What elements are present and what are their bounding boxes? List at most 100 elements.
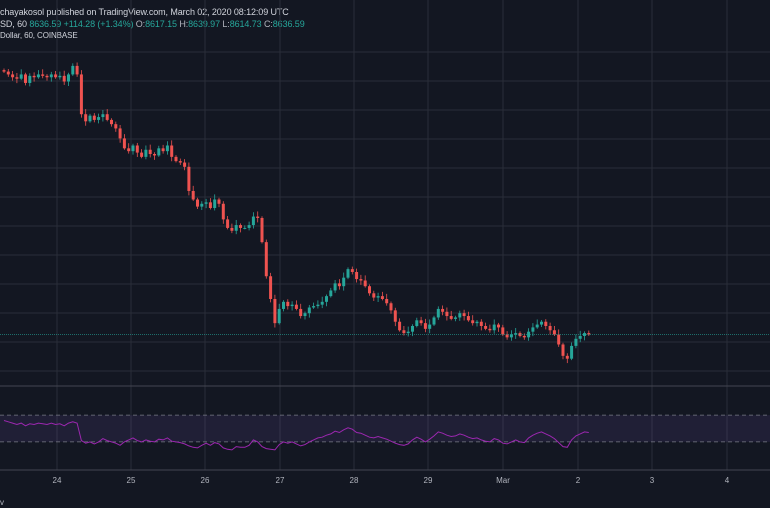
candle-body <box>570 345 574 359</box>
candle-body <box>458 313 462 318</box>
candle-body <box>58 75 62 78</box>
candle-body <box>84 114 88 122</box>
candle-body <box>402 330 406 334</box>
candle-body <box>127 148 131 152</box>
candle-body <box>118 128 122 139</box>
time-tick-label: 3 <box>650 476 655 485</box>
candle-body <box>174 156 178 162</box>
time-tick-label: 28 <box>350 476 359 485</box>
candle-body <box>183 162 187 167</box>
candle-body <box>363 280 367 287</box>
candle-body <box>329 290 333 297</box>
candle-body <box>19 74 23 79</box>
candle-body <box>350 269 354 272</box>
candle-body <box>355 271 359 280</box>
candle-body <box>110 119 113 125</box>
candle-body <box>36 74 40 78</box>
candle-body <box>423 323 427 329</box>
candle-body <box>54 74 58 78</box>
ohlc-line: SD, 60 8636.59 +114.28 (+1.34%) O:8617.1… <box>0 19 305 29</box>
candle-body <box>376 296 380 298</box>
close-label: C: <box>263 19 273 29</box>
candle-body <box>135 145 139 153</box>
candle-body <box>372 293 376 298</box>
candle-body <box>67 74 70 82</box>
candle-body <box>92 115 96 120</box>
candle-body <box>148 149 152 155</box>
candle-body <box>256 216 260 218</box>
candle-body <box>105 114 109 120</box>
candle-body <box>153 154 156 156</box>
candle-body <box>449 316 453 319</box>
candle-body <box>71 65 75 75</box>
candle-body <box>196 199 199 207</box>
low-value: 8614.73 <box>229 19 262 29</box>
candle-body <box>264 242 268 277</box>
candle-body <box>247 225 251 228</box>
time-tick-label: 27 <box>276 476 285 485</box>
time-tick-label: 26 <box>201 476 210 485</box>
candle-body <box>97 117 101 120</box>
candle-body <box>540 321 543 325</box>
candle-body <box>28 75 32 83</box>
candle-body <box>505 334 509 338</box>
candle-body <box>565 355 569 359</box>
candle-body <box>333 283 337 291</box>
candle-body <box>45 75 49 78</box>
candle-body <box>466 316 470 321</box>
instrument-info: Dollar, 60, COINBASE <box>0 31 78 40</box>
high-label: H: <box>179 19 189 29</box>
candle-body <box>471 320 475 324</box>
candle-body <box>299 308 303 317</box>
time-tick-label: 4 <box>725 476 730 485</box>
candle-body <box>312 306 316 308</box>
candle-body <box>204 202 208 204</box>
candle-body <box>88 115 92 122</box>
high-value: 8639.97 <box>188 19 220 29</box>
candle-body <box>303 313 307 317</box>
candle-body <box>213 199 217 209</box>
candle-body <box>243 227 247 229</box>
time-tick-label: Mar <box>496 476 510 485</box>
candle-body <box>187 166 191 191</box>
rsi-line <box>3 420 589 451</box>
candle-body <box>140 152 144 157</box>
candle-body <box>32 75 36 78</box>
price-change: +114.28 (+1.34%) <box>63 19 134 29</box>
candle-body <box>501 327 505 335</box>
time-axis: 24 25 26 27 28 29 Mar 2 3 4 <box>53 476 730 485</box>
candle-body <box>24 74 27 83</box>
candle-body <box>208 202 212 209</box>
candle-body <box>393 310 397 322</box>
candle-body <box>497 324 500 328</box>
candle-body <box>548 325 552 331</box>
time-tick-label: 24 <box>53 476 62 485</box>
publish-info: chayakosol published on TradingView.com,… <box>0 7 289 17</box>
candle-body <box>419 320 423 324</box>
candle-body <box>217 199 221 204</box>
candle-body <box>286 301 290 307</box>
candle-body <box>239 225 242 228</box>
candle-body <box>359 279 363 281</box>
candle-body <box>157 148 161 156</box>
candle-body <box>557 334 561 345</box>
symbol-label: SD, 60 <box>0 19 27 29</box>
candle-body <box>114 124 118 129</box>
candle-body <box>531 327 535 332</box>
pane-separator <box>0 385 770 471</box>
candle-body <box>432 317 436 325</box>
candle-body <box>380 296 384 299</box>
candle-series <box>2 62 591 364</box>
candle-body <box>587 333 591 335</box>
time-tick-label: 2 <box>576 476 581 485</box>
candle-body <box>307 307 311 314</box>
candle-body <box>234 225 238 231</box>
candle-body <box>290 304 294 307</box>
open-value: 8617.15 <box>145 19 177 29</box>
candle-body <box>170 145 174 157</box>
candle-body <box>2 70 6 72</box>
candle-body <box>479 321 483 326</box>
chart-grid <box>0 0 770 470</box>
candle-body <box>230 227 234 231</box>
